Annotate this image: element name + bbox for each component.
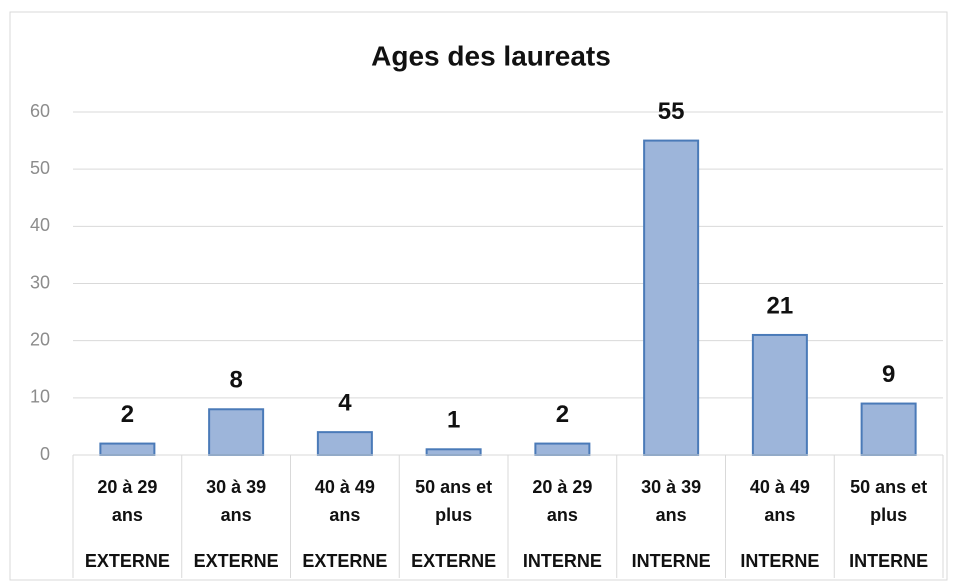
y-tick-label: 50 [30,158,50,178]
x-tick-label: plus [435,505,472,525]
x-tick-label: 30 à 39 [641,477,701,497]
y-tick-label: 60 [30,101,50,121]
x-tick-label: ans [221,505,252,525]
data-label: 9 [882,361,895,388]
x-group-label: EXTERNE [85,551,170,571]
x-tick-label: ans [764,505,795,525]
data-label: 2 [121,401,134,428]
x-group-label: INTERNE [740,551,819,571]
bar [751,333,808,457]
x-tick-label: 50 ans et [850,477,927,497]
x-group-label: INTERNE [849,551,928,571]
data-label: 4 [338,389,352,416]
bar [99,442,156,457]
data-label: 1 [447,407,460,434]
x-group-label: EXTERNE [411,551,496,571]
x-tick-label: ans [656,505,687,525]
x-group-label: INTERNE [523,551,602,571]
bar [860,402,917,456]
bar [534,442,591,457]
chart-title: Ages des laureats [371,40,611,71]
x-tick-label: 40 à 49 [315,477,375,497]
data-label: 8 [229,367,242,394]
x-group-label: EXTERNE [302,551,387,571]
y-tick-label: 0 [40,444,50,464]
x-tick-label: 20 à 29 [532,477,592,497]
x-tick-label: 30 à 39 [206,477,266,497]
x-group-label: EXTERNE [194,551,279,571]
bar [208,408,265,456]
x-tick-label: 50 ans et [415,477,492,497]
data-label: 21 [767,292,794,319]
chart-border [9,11,948,581]
x-tick-label: ans [112,505,143,525]
y-tick-label: 30 [30,272,50,292]
x-tick-label: 40 à 49 [750,477,810,497]
y-tick-label: 40 [30,215,50,235]
data-label: 2 [556,401,569,428]
x-group-label: INTERNE [632,551,711,571]
data-label: 55 [658,98,685,125]
x-tick-label: ans [547,505,578,525]
x-tick-label: ans [329,505,360,525]
bar [643,139,700,456]
bar [425,448,482,456]
bar [316,431,373,456]
y-tick-label: 10 [30,387,50,407]
x-tick-label: plus [870,505,907,525]
y-tick-label: 20 [30,329,50,349]
x-tick-label: 20 à 29 [97,477,157,497]
